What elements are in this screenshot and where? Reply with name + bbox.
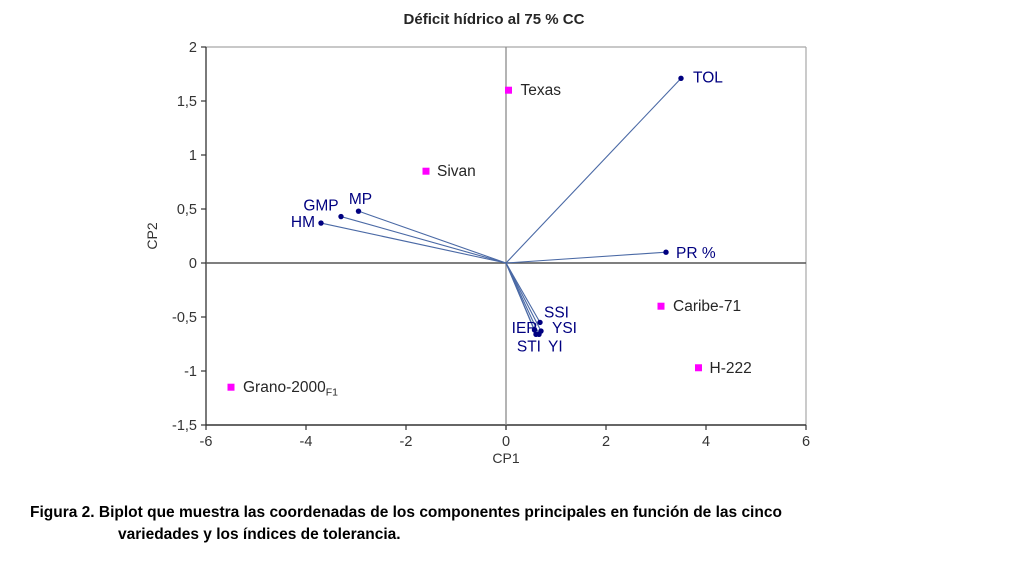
index-label-MP: MP	[349, 191, 372, 208]
index-point-YI	[536, 331, 542, 337]
y-axis-tick-label: 0	[189, 256, 197, 272]
variety-marker-H-222	[695, 364, 702, 372]
index-point-IER	[531, 327, 538, 333]
y-axis-tick-label: -1	[184, 364, 197, 380]
y-axis-tick-label: 2	[189, 40, 197, 56]
index-point-SSI	[537, 319, 543, 326]
variety-label-Sivan: Sivan	[437, 163, 476, 180]
y-axis-title: CP2	[144, 222, 160, 250]
index-label-TOL: TOL	[693, 69, 723, 86]
y-axis-tick-label: 1	[189, 148, 197, 164]
index-point-TOL	[678, 75, 684, 82]
caption-line-2: variedades y los índices de tolerancia.	[118, 526, 401, 543]
variety-label-Texas: Texas	[521, 82, 562, 99]
y-axis-tick-label: -0,5	[172, 310, 197, 326]
vector-line-HM	[320, 222, 507, 264]
figure-caption: Figura 2. Biplot que muestra las coorden…	[30, 502, 1005, 546]
index-label-PR %: PR %	[676, 245, 716, 262]
index-label-YI: YI	[548, 338, 563, 355]
variety-label-H-222: H-222	[710, 360, 752, 377]
x-axis-tick-label: -4	[300, 434, 313, 450]
vector-line-TOL	[505, 77, 682, 264]
index-point-GMP	[338, 213, 344, 220]
x-axis-tick-label: 2	[602, 434, 610, 450]
biplot-chart: -6 -4 -2 0 2 4 6 2 1,5 1 0,5 0 -0,5 -1 -1,5 TOL PR % MP GM…	[172, 40, 810, 450]
index-label-SSI: SSI	[544, 304, 569, 321]
x-axis-tick-label: 0	[502, 434, 510, 450]
index-point-MP	[355, 208, 362, 214]
index-point-HM	[318, 220, 324, 226]
variety-label-Caribe-71: Caribe-71	[673, 298, 741, 315]
vector-line-MP	[358, 210, 507, 264]
index-label-STI: STI	[517, 338, 541, 355]
variety-marker-Grano-2000	[227, 383, 235, 391]
index-label-GMP: GMP	[303, 198, 338, 215]
x-axis-tick-label: 6	[802, 434, 810, 450]
x-axis-tick-label: -2	[400, 434, 413, 450]
vector-line-YI	[505, 262, 540, 335]
y-axis-tick-label: 1,5	[177, 94, 197, 110]
index-point-PR %	[663, 249, 669, 255]
x-axis-tick-label: -6	[200, 434, 213, 450]
vector-line-GMP	[340, 216, 507, 264]
chart-title: Déficit hídrico al 75 % CC	[403, 11, 585, 28]
x-axis-title: CP1	[492, 450, 520, 466]
x-axis-tick-label: 4	[702, 434, 710, 450]
y-axis-tick-label: 0,5	[177, 202, 197, 218]
index-label-YSI: YSI	[552, 320, 577, 337]
y-axis-tick-label: -1,5	[172, 418, 197, 434]
index-label-HM: HM	[291, 214, 315, 231]
variety-marker-Sivan	[422, 167, 430, 175]
index-label-IER: IER	[512, 320, 538, 337]
caption-line-1: Figura 2. Biplot que muestra las coorden…	[30, 504, 782, 521]
vector-line-PR %	[505, 251, 667, 264]
variety-marker-Caribe-71	[657, 302, 665, 310]
variety-label-Grano-2000: Grano-2000F1	[243, 379, 338, 399]
variety-marker-Texas	[505, 86, 512, 94]
